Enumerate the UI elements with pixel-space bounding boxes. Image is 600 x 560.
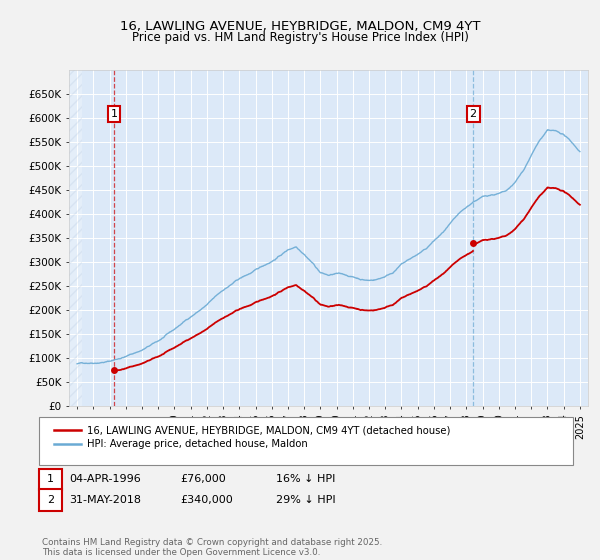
Text: £340,000: £340,000 xyxy=(180,494,233,505)
Text: 29% ↓ HPI: 29% ↓ HPI xyxy=(276,494,335,505)
Text: 2: 2 xyxy=(470,109,477,119)
Text: Price paid vs. HM Land Registry's House Price Index (HPI): Price paid vs. HM Land Registry's House … xyxy=(131,31,469,44)
Text: 2: 2 xyxy=(47,494,54,505)
Text: 16% ↓ HPI: 16% ↓ HPI xyxy=(276,474,335,484)
Text: 16, LAWLING AVENUE, HEYBRIDGE, MALDON, CM9 4YT: 16, LAWLING AVENUE, HEYBRIDGE, MALDON, C… xyxy=(120,20,480,32)
Text: 04-APR-1996: 04-APR-1996 xyxy=(69,474,141,484)
Text: 16, LAWLING AVENUE, HEYBRIDGE, MALDON, CM9 4YT (detached house): 16, LAWLING AVENUE, HEYBRIDGE, MALDON, C… xyxy=(87,425,451,435)
Text: 31-MAY-2018: 31-MAY-2018 xyxy=(69,494,141,505)
Text: 1: 1 xyxy=(110,109,118,119)
Text: 1: 1 xyxy=(47,474,54,484)
Text: £76,000: £76,000 xyxy=(180,474,226,484)
Text: Contains HM Land Registry data © Crown copyright and database right 2025.
This d: Contains HM Land Registry data © Crown c… xyxy=(42,538,382,557)
Text: HPI: Average price, detached house, Maldon: HPI: Average price, detached house, Mald… xyxy=(87,438,308,449)
